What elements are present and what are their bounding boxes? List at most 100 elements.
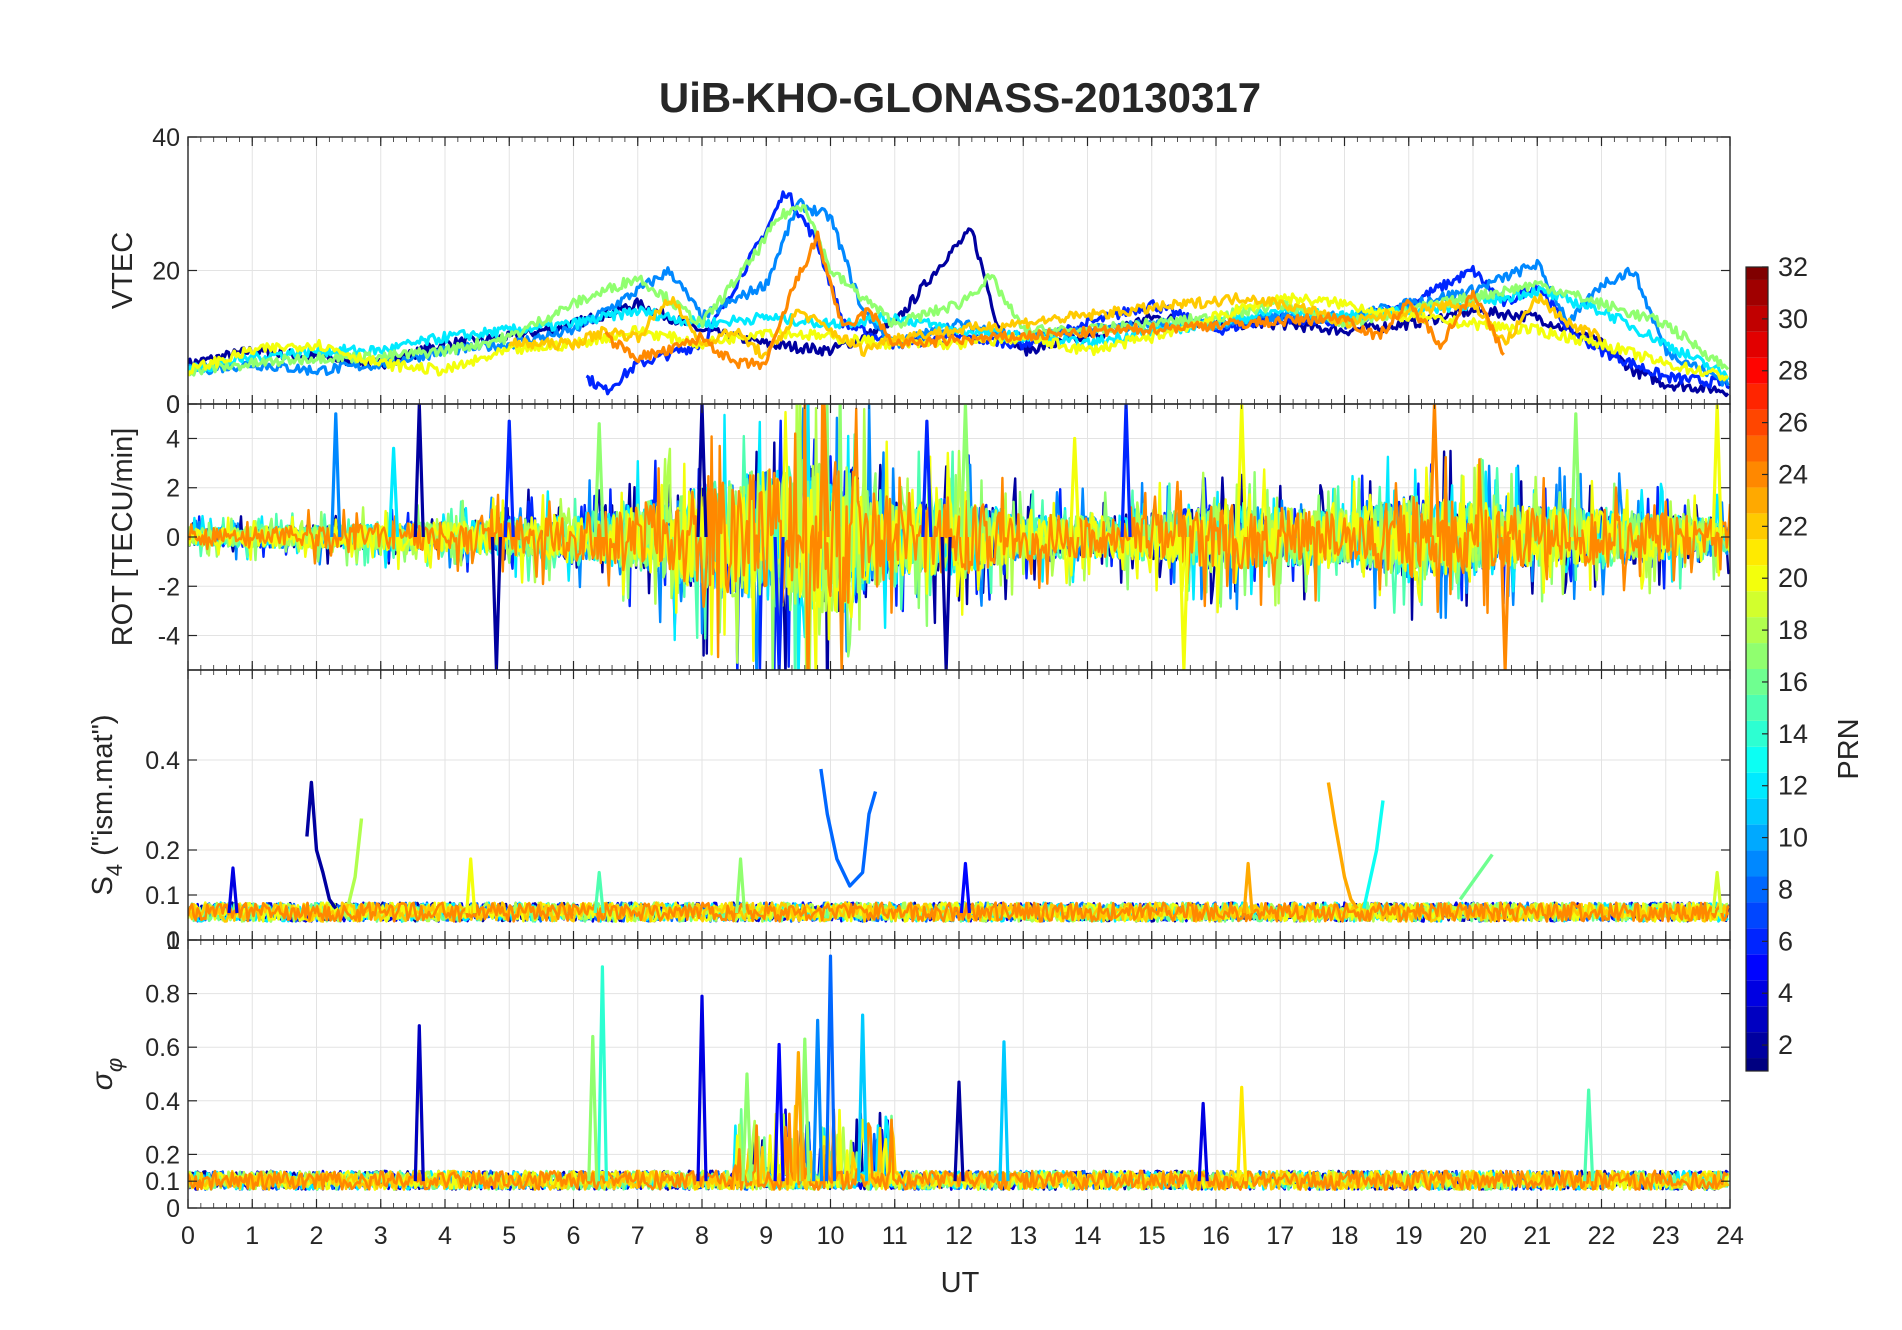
- spike: [587, 1034, 599, 1182]
- colorbar-segment: [1746, 1058, 1768, 1071]
- data-rot: [188, 404, 1730, 670]
- colorbar-segment: [1746, 954, 1768, 981]
- x-tick-label: 24: [1716, 1222, 1744, 1250]
- colorbar-tick-label: 26: [1778, 408, 1808, 438]
- colorbar-segment: [1746, 409, 1768, 436]
- spike: [593, 870, 605, 914]
- colorbar-tick-label: 8: [1778, 874, 1793, 904]
- series-line: [305, 780, 338, 910]
- y-axis-label: ROT [TECU/min]: [107, 428, 139, 647]
- y-tick-label: 0.4: [145, 1088, 180, 1116]
- spike: [1236, 404, 1248, 538]
- y-tick-label: 0: [166, 524, 180, 552]
- series-line: [604, 230, 1505, 371]
- y-tick-label: 0.4: [145, 747, 180, 775]
- x-tick-label: 5: [502, 1222, 516, 1250]
- colorbar-segment: [1746, 279, 1768, 306]
- x-tick-label: 3: [374, 1222, 388, 1250]
- colorbar-segment: [1746, 1032, 1768, 1059]
- colorbar-tick-label: 32: [1778, 252, 1808, 282]
- colorbar-segment: [1746, 305, 1768, 332]
- spike: [824, 954, 837, 1182]
- colorbar-tick-label: 10: [1778, 823, 1808, 853]
- colorbar-segment: [1746, 824, 1768, 851]
- x-tick-label: 8: [695, 1222, 709, 1250]
- colorbar-segment: [1746, 487, 1768, 514]
- colorbar-frame: [1745, 266, 1769, 1072]
- series-line: [1458, 853, 1494, 901]
- x-tick-label: 10: [817, 1222, 845, 1250]
- series-line: [346, 818, 364, 905]
- y-axis-label-rest: ("ism.mat"): [87, 714, 119, 863]
- spike: [1711, 870, 1723, 914]
- y-tick-label: 0: [166, 1195, 180, 1223]
- spike: [741, 1072, 753, 1182]
- colorbar-segment: [1746, 513, 1768, 540]
- y-tick-label: -4: [158, 623, 180, 651]
- spike: [1242, 861, 1254, 914]
- spike: [1499, 536, 1511, 670]
- colorbar-segment: [1746, 591, 1768, 618]
- panel-vtec: 0 20 40 VTEC: [107, 124, 1731, 419]
- y-tick-label: 0.8: [145, 981, 180, 1009]
- y-tick-label: 0: [166, 927, 180, 955]
- spike: [696, 994, 708, 1182]
- colorbar-tick-label: 2: [1778, 1030, 1793, 1060]
- y-tick-label: 2: [166, 475, 180, 503]
- series-line: [819, 768, 878, 888]
- colorbar-segment: [1746, 746, 1768, 773]
- spike: [953, 1080, 965, 1182]
- colorbar-segment: [1746, 565, 1768, 592]
- chart-title: UiB-KHO-GLONASS-20130317: [659, 74, 1261, 121]
- spike: [465, 857, 477, 914]
- y-tick-label: 0: [166, 391, 180, 419]
- colorbar-segment: [1746, 720, 1768, 747]
- series-line: [188, 404, 1730, 670]
- series-line: [188, 198, 1730, 387]
- spike: [1197, 1101, 1209, 1182]
- series-line: [188, 404, 1730, 670]
- spike: [1120, 404, 1132, 538]
- series-line: [188, 410, 1730, 670]
- spike: [388, 446, 400, 538]
- x-tick-label: 23: [1652, 1222, 1680, 1250]
- spike: [812, 1018, 824, 1182]
- colorbar-segment: [1746, 798, 1768, 825]
- colorbar-segment: [1746, 357, 1768, 384]
- colorbar-tick-label: 20: [1778, 563, 1808, 593]
- y-tick-label: -2: [158, 573, 180, 601]
- series-line: [188, 1109, 1729, 1191]
- colorbar-segment: [1746, 694, 1768, 721]
- y-axis-label: VTEC: [107, 232, 139, 309]
- x-tick-label: 20: [1459, 1222, 1487, 1250]
- colorbar-segment: [1746, 850, 1768, 877]
- spike: [940, 536, 952, 670]
- colorbar-segment: [1746, 772, 1768, 799]
- colorbar-segment: [1746, 1006, 1768, 1033]
- colorbar-tick-label: 24: [1778, 459, 1808, 489]
- colorbar-tick-label: 4: [1778, 978, 1793, 1008]
- spike: [596, 965, 609, 1182]
- colorbar-segment: [1746, 643, 1768, 669]
- x-tick-label: 22: [1588, 1222, 1616, 1250]
- y-axis-label-sub: 4: [102, 864, 127, 876]
- y-tick-label: 40: [152, 124, 180, 152]
- colorbar-tick-label: 6: [1778, 926, 1793, 956]
- x-tick-label: 18: [1331, 1222, 1359, 1250]
- colorbar-segment: [1746, 267, 1768, 280]
- x-tick-label: 7: [631, 1222, 645, 1250]
- spike: [734, 857, 747, 914]
- colorbar-tick-label: 14: [1778, 719, 1808, 749]
- colorbar-segment: [1746, 331, 1768, 358]
- y-tick-label: 20: [152, 258, 180, 286]
- y-tick-label: 0.1: [145, 882, 180, 910]
- y-axis-label-main: σ: [86, 1070, 119, 1090]
- colorbar-tick-label: 18: [1778, 615, 1808, 645]
- spike: [773, 1042, 785, 1182]
- colorbar-segment: [1746, 435, 1768, 462]
- x-tick-label: 12: [945, 1222, 973, 1250]
- x-axis-label: UT: [941, 1267, 980, 1299]
- colorbar-tick-label: 16: [1778, 667, 1808, 697]
